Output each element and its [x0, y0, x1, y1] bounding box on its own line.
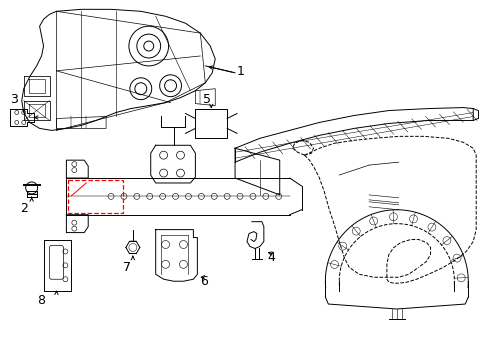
Text: 2: 2: [20, 202, 27, 215]
Text: 5: 5: [203, 93, 211, 105]
Text: 1: 1: [237, 66, 244, 78]
Text: 3: 3: [10, 93, 18, 105]
Text: 8: 8: [38, 294, 45, 307]
Text: 6: 6: [200, 275, 208, 288]
Text: 4: 4: [267, 251, 275, 264]
Text: 7: 7: [122, 261, 131, 274]
